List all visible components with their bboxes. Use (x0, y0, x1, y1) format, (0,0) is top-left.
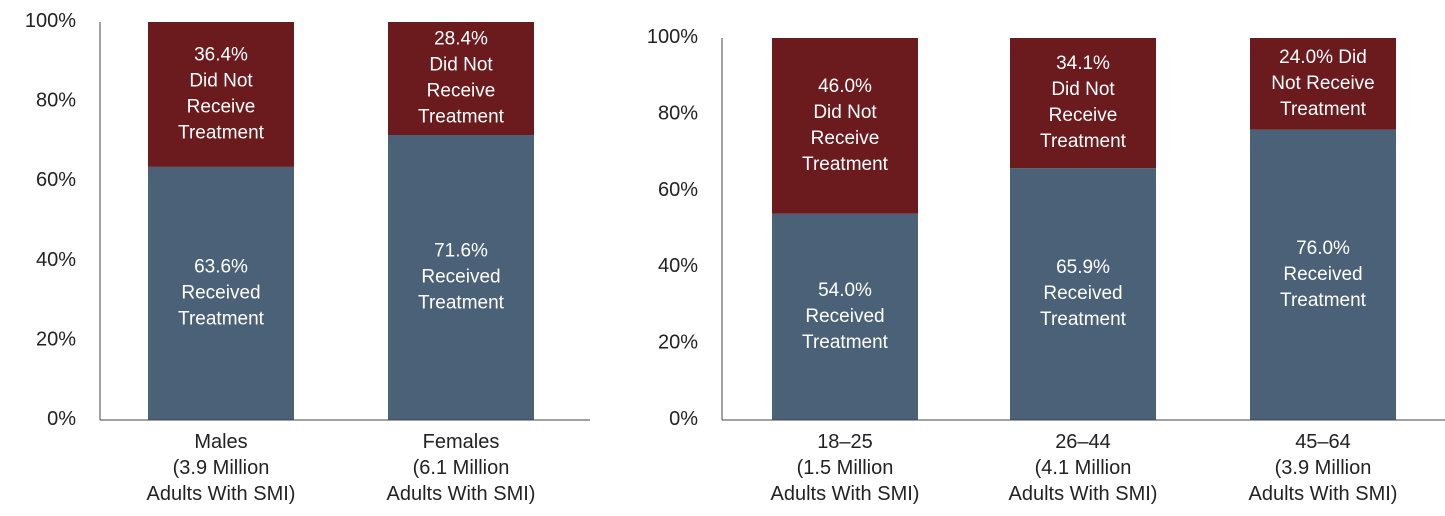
bar-segment (1250, 38, 1396, 130)
y-tick-label: 80% (36, 90, 76, 112)
y-tick-label: 0% (669, 408, 698, 430)
y-tick-label: 40% (658, 255, 698, 277)
y-tick-label: 40% (36, 249, 76, 271)
y-tick-label: 20% (658, 332, 698, 354)
bar-segment (1010, 38, 1156, 169)
y-tick-label: 20% (36, 329, 76, 351)
bar-segment (1250, 129, 1396, 420)
y-tick-label: 60% (36, 169, 76, 191)
x-tick-label: 26–44 (4.1 Million Adults With SMI) (1009, 431, 1158, 505)
x-tick-label: Males (3.9 Million Adults With SMI) (147, 431, 296, 505)
bar-segment (1010, 168, 1156, 420)
bar-label: 28.4% Did Not Receive Treatment (418, 29, 505, 128)
x-tick-label: Females (6.1 Million Adults With SMI) (387, 431, 536, 505)
bar-segment (388, 22, 534, 136)
bar-segment (148, 22, 294, 167)
bar-label: 46.0% Did Not Receive Treatment (802, 76, 889, 175)
y-tick-label: 100% (25, 10, 76, 32)
bar-segment (772, 38, 918, 214)
x-tick-label: 45–64 (3.9 Million Adults With SMI) (1249, 431, 1398, 505)
bar-label: 71.6% Received Treatment (418, 241, 505, 314)
x-tick-label: 18–25 (1.5 Million Adults With SMI) (771, 431, 920, 505)
y-tick-label: 60% (658, 179, 698, 201)
bar-segment (772, 213, 918, 420)
y-tick-label: 100% (647, 26, 698, 48)
bar-label: 54.0% Received Treatment (802, 280, 889, 353)
bar-label: 63.6% Received Treatment (178, 256, 265, 329)
bar-label: 65.9% Received Treatment (1040, 257, 1127, 330)
bar-label: 36.4% Did Not Receive Treatment (178, 44, 265, 143)
bar-label: 34.1% Did Not Receive Treatment (1040, 53, 1127, 152)
bar-label: 76.0% Received Treatment (1280, 238, 1367, 311)
y-tick-label: 0% (47, 408, 76, 430)
bar-label: 24.0% Did Not Receive Treatment (1271, 47, 1375, 120)
bar-segment (388, 135, 534, 421)
y-tick-label: 80% (658, 103, 698, 125)
bar-segment (148, 166, 294, 420)
